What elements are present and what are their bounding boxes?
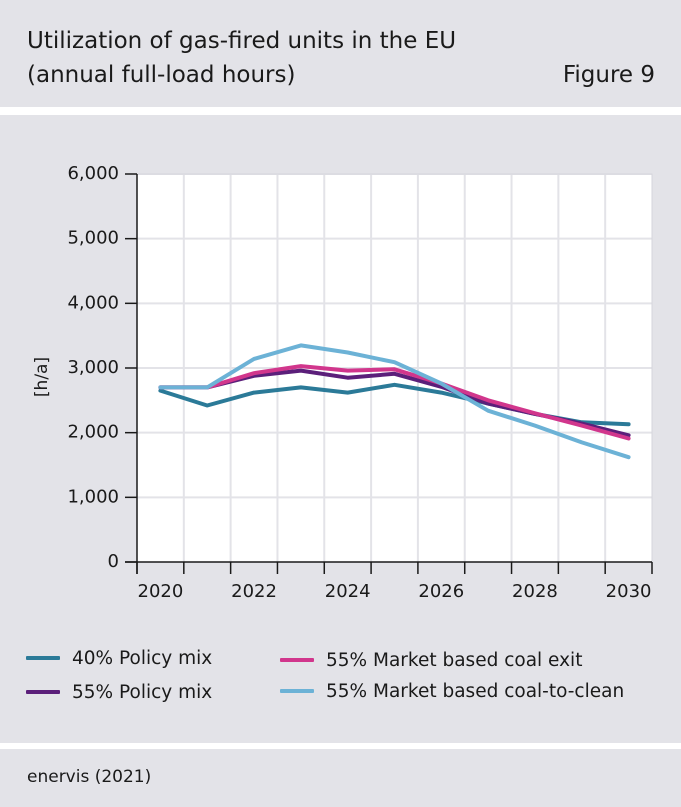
legend-item-55-market-coal-exit: 55% Market based coal exit [280, 648, 582, 672]
legend-swatch [280, 658, 314, 662]
legend-swatch [280, 689, 314, 693]
legend-label: 55% Market based coal exit [326, 649, 583, 671]
legend-label: 40% Policy mix [72, 647, 213, 669]
axes: 0 1,000 2,000 3,000 4,000 5,000 6,000 2020 2022 2… [67, 163, 653, 602]
x-tick-label: 2024 [325, 581, 371, 602]
chart-title-line2: (annual full-load hours) [27, 62, 296, 88]
figure-label: Figure 9 [562, 62, 655, 88]
source-note: enervis (2021) [27, 767, 152, 787]
y-tick-label: 4,000 [67, 292, 119, 313]
y-tick-label: 5,000 [67, 228, 119, 249]
x-tick-label: 2030 [606, 581, 652, 602]
legend-item-55-market-coal-to-clean: 55% Market based coal-to-clean [280, 679, 624, 703]
series-lines [158, 343, 631, 460]
x-tick-label: 2022 [231, 581, 277, 602]
legend-swatch [26, 656, 60, 660]
legend-item-40-policy-mix: 40% Policy mix [26, 646, 212, 670]
legend-item-55-policy-mix: 55% Policy mix [26, 680, 212, 704]
series-line-2 [158, 364, 631, 441]
legend-label: 55% Policy mix [72, 681, 213, 703]
y-tick-label: 2,000 [67, 422, 119, 443]
y-tick-label: 0 [108, 551, 119, 572]
x-tick-label: 2028 [512, 581, 558, 602]
chart-panel: 0 1,000 2,000 3,000 4,000 5,000 6,000 2020 2022 2… [0, 115, 681, 743]
series-line-3 [158, 343, 631, 460]
y-tick-label: 3,000 [67, 357, 119, 378]
legend-label: 55% Market based coal-to-clean [326, 680, 625, 702]
legend-swatch [26, 690, 60, 694]
chart-title-line1: Utilization of gas-fired units in the EU [27, 28, 457, 54]
header-band: Utilization of gas-fired units in the EU… [0, 0, 681, 107]
grid [136, 173, 653, 563]
line-chart: 0 1,000 2,000 3,000 4,000 5,000 6,000 2020 2022 2… [32, 163, 653, 602]
x-tick-label: 2020 [138, 581, 184, 602]
y-axis-label: [h/a] [32, 357, 52, 397]
y-tick-label: 6,000 [67, 163, 119, 184]
footer-band: enervis (2021) [0, 749, 681, 807]
y-tick-label: 1,000 [67, 486, 119, 507]
x-tick-label: 2026 [418, 581, 464, 602]
